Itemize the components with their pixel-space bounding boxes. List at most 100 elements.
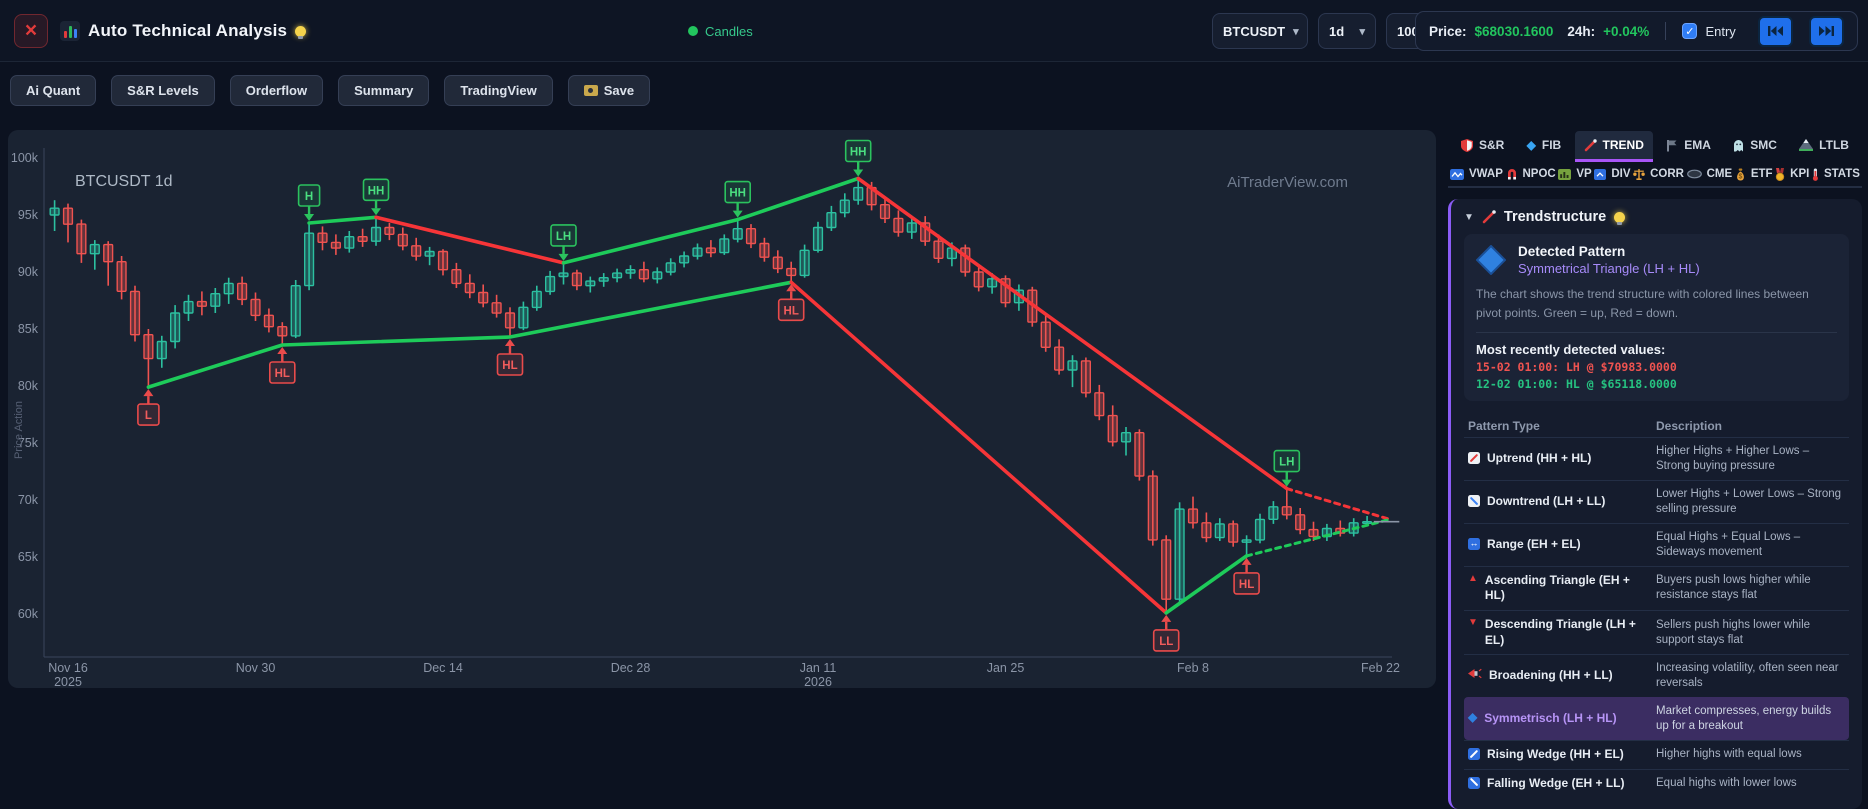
title-group: Auto Technical Analysis xyxy=(60,0,307,62)
sq-blue-updiag-icon xyxy=(1468,747,1480,760)
close-button[interactable]: × xyxy=(14,14,48,48)
pattern-table-header: Pattern Type Description xyxy=(1464,413,1849,437)
svg-text:HL: HL xyxy=(502,360,517,372)
tab-smc[interactable]: SMC xyxy=(1724,131,1786,159)
bar-chart-icon xyxy=(60,21,80,41)
svg-text:65k: 65k xyxy=(18,550,39,564)
pattern-row-symmetrisch-lh-hl[interactable]: ◆ Symmetrisch (LH + HL) Market compresses,… xyxy=(1464,697,1849,740)
svg-text:2026: 2026 xyxy=(804,675,832,688)
price-label: Price: xyxy=(1429,23,1467,39)
top-bar: × Auto Technical Analysis Candles BTCUSD… xyxy=(0,0,1868,62)
svg-text:H: H xyxy=(305,191,313,203)
chart-panel: 100k 95k 90k 85k 80k 75k 70k 65k 60k Nov 16 2025 No… xyxy=(8,130,1436,688)
pattern-row-range-eh-el[interactable]: ↔ Range (EH + EL) Equal Highs + Equal Lows… xyxy=(1464,522,1849,566)
pattern-name: Broadening (HH + LL) xyxy=(1489,668,1613,683)
tab-ltlb[interactable]: LTLB xyxy=(1790,131,1858,159)
pattern-row-rising-wedge-hh-el[interactable]: Rising Wedge (HH + EL) Higher highs with … xyxy=(1464,739,1849,769)
tab-fib[interactable]: ◆ FIB xyxy=(1518,131,1571,159)
pattern-row-ascending-triangle-eh-hl[interactable]: ▲ Ascending Triangle (EH + HL) Buyers push… xyxy=(1464,565,1849,610)
pattern-row-uptrend-hh-hl[interactable]: Uptrend (HH + HL) Higher Highs + Higher L… xyxy=(1464,437,1849,480)
limit-value: 100 xyxy=(1397,23,1419,39)
tab-label: NPOC xyxy=(1522,168,1556,180)
pattern-desc: Equal Highs + Equal Lows – Sideways move… xyxy=(1656,530,1801,558)
tab-corr[interactable]: CORR xyxy=(1633,168,1684,180)
pattern-desc: Buyers push lows higher while resistance… xyxy=(1656,574,1811,602)
svg-text:80k: 80k xyxy=(18,379,39,393)
symbol-select[interactable]: BTCUSDT ▾ xyxy=(1212,13,1308,49)
magnet-icon xyxy=(1506,168,1518,180)
pattern-desc: Sellers push highs lower while support s… xyxy=(1656,618,1811,646)
entry-label: Entry xyxy=(1705,23,1736,39)
tab-label: CME xyxy=(1706,168,1733,180)
svg-text:85k: 85k xyxy=(18,322,39,336)
svg-text:HH: HH xyxy=(850,147,867,159)
divider xyxy=(1476,332,1837,334)
svg-text:Price Action: Price Action xyxy=(13,401,25,459)
recent-values-title: Most recently detected values: xyxy=(1476,342,1666,358)
tab-trend[interactable]: TREND xyxy=(1574,131,1653,159)
svg-text:95k: 95k xyxy=(18,208,39,222)
entry-checkbox[interactable]: ✓ xyxy=(1682,23,1698,39)
tab-label: VWAP xyxy=(1469,168,1503,180)
collapse-icon[interactable]: ▼ xyxy=(1464,211,1474,223)
tab-cme[interactable]: CME xyxy=(1686,168,1733,180)
header-description: Description xyxy=(1656,419,1723,434)
tab-label: SMC xyxy=(1750,138,1777,152)
pattern-desc: Higher Highs + Higher Lows – Strong buyi… xyxy=(1656,445,1810,473)
pattern-name: Downtrend (LH + LL) xyxy=(1487,494,1606,509)
close-icon: × xyxy=(24,19,38,42)
svg-text:HL: HL xyxy=(1239,579,1254,591)
diamond-icon: ◆ xyxy=(1526,138,1536,152)
toolbar-button-ai-quant[interactable]: Ai Quant xyxy=(10,75,97,106)
tab-label: FIB xyxy=(1541,138,1562,152)
price-info-panel: Price: $68030.1600 24h: +0.04% ✓ Entry xyxy=(1415,11,1858,51)
trendline-icon xyxy=(1584,138,1597,152)
pattern-row-downtrend-lh-ll[interactable]: Downtrend (LH + LL) Lower Highs + Lower L… xyxy=(1464,480,1849,523)
svg-text:90k: 90k xyxy=(18,265,39,279)
chevron-down-icon: ▾ xyxy=(1293,25,1299,38)
detected-pattern-title: Detected Pattern xyxy=(1518,244,1626,259)
header-pattern-type: Pattern Type xyxy=(1468,419,1540,434)
detected-pattern-card: Detected Pattern Symmetrical Triangle (L… xyxy=(1464,234,1849,402)
tab-s-r[interactable]: S&R xyxy=(1452,131,1513,159)
vwap-icon xyxy=(1450,168,1464,180)
page-title: Auto Technical Analysis xyxy=(88,21,288,40)
tab-stats[interactable]: STATS xyxy=(1812,168,1860,181)
tab-vwap[interactable]: VWAP xyxy=(1450,168,1503,180)
chevron-down-icon: ▾ xyxy=(1359,25,1365,38)
toolbar-button-summary[interactable]: Summary xyxy=(338,75,430,106)
svg-text:$: $ xyxy=(1738,173,1742,180)
toolbar: Ai Quant S&R Levels Orderflow Summary Tradin… xyxy=(10,75,651,106)
toolbar-button-save[interactable]: Save xyxy=(567,75,651,106)
tab-div[interactable]: DIV xyxy=(1594,168,1631,180)
vp-icon xyxy=(1558,168,1572,180)
megaphone-icon xyxy=(1468,668,1482,679)
tab-ema[interactable]: EMA xyxy=(1657,131,1720,159)
skip-to-start-button[interactable] xyxy=(1757,15,1793,47)
svg-text:LH: LH xyxy=(556,231,571,243)
change-value: +0.04% xyxy=(1603,23,1650,39)
tab-etf[interactable]: $ ETF xyxy=(1735,168,1773,181)
toolbar-button-tradingview[interactable]: TradingView xyxy=(444,75,553,106)
tab-vp[interactable]: VP xyxy=(1558,168,1592,180)
svg-text:Nov 30: Nov 30 xyxy=(236,661,276,675)
tab-label: TREND xyxy=(1602,138,1644,152)
pattern-row-broadening-hh-ll[interactable]: Broadening (HH + LL) Increasing volatilit… xyxy=(1464,654,1849,697)
skip-to-end-button[interactable] xyxy=(1808,15,1844,47)
toolbar-button-s-r-levels[interactable]: S&R Levels xyxy=(111,75,215,106)
svg-text:60k: 60k xyxy=(18,607,39,621)
svg-text:Jan 25: Jan 25 xyxy=(987,661,1025,675)
tab-npoc[interactable]: NPOC xyxy=(1506,168,1556,180)
lightbulb-icon xyxy=(1614,211,1626,225)
interval-select[interactable]: 1d ▾ xyxy=(1318,13,1376,49)
pattern-row-falling-wedge-eh-ll[interactable]: Falling Wedge (EH + LL) Equal highs with … xyxy=(1464,768,1849,798)
toolbar-button-orderflow[interactable]: Orderflow xyxy=(229,75,324,106)
pattern-row-descending-triangle-lh-el[interactable]: ▼ Descending Triangle (LH + EL) Sellers pu… xyxy=(1464,610,1849,654)
lightbulb-icon xyxy=(295,25,307,39)
tab-kpi[interactable]: KPI xyxy=(1775,167,1809,181)
sq-blue-downdiag-icon xyxy=(1468,776,1480,789)
pattern-desc: Market compresses, energy builds up for … xyxy=(1656,705,1832,732)
trendstructure-title: Trendstructure xyxy=(1503,209,1607,225)
detected-pattern-value: Symmetrical Triangle (LH + HL) xyxy=(1518,261,1700,276)
